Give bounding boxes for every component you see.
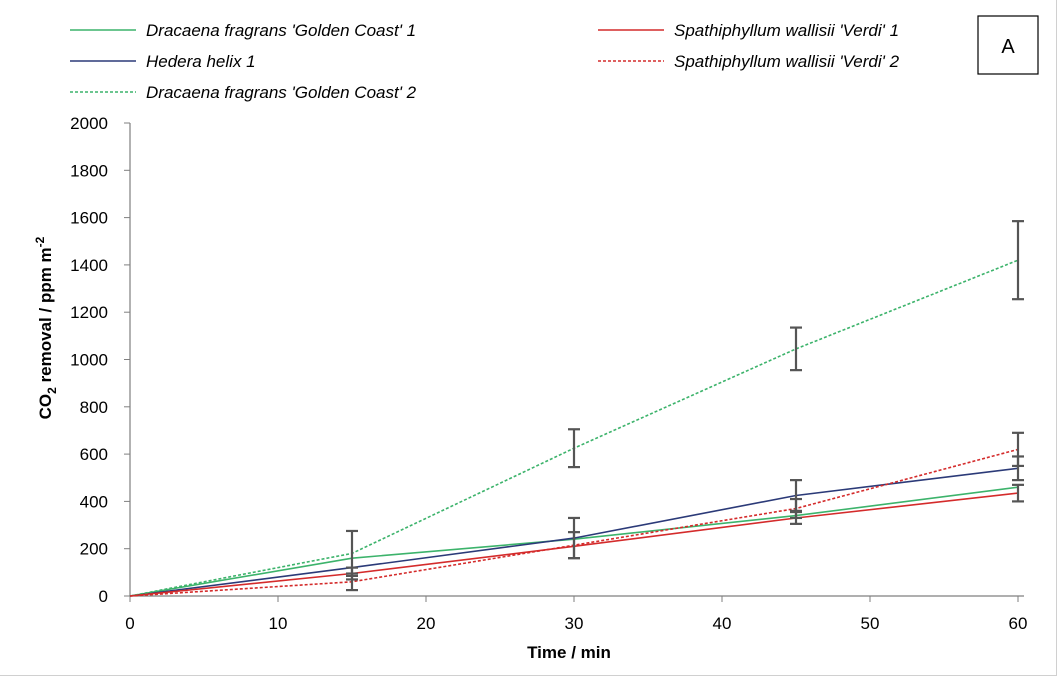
y-tick-label: 0: [99, 587, 108, 606]
panel-label-box: A: [977, 15, 1039, 75]
legend-label: Dracaena fragrans 'Golden Coast' 2: [146, 83, 417, 102]
y-tick-label: 800: [80, 398, 108, 417]
axes: 0 200 400 600 800 1000 1200 1400 1600 1800 2000 0 10…: [70, 114, 1027, 633]
x-tick-label: 60: [1009, 614, 1028, 633]
panel-label: A: [1001, 36, 1015, 58]
x-tick-label: 30: [565, 614, 584, 633]
y-axis-title-main: CO: [36, 394, 55, 420]
legend-label: Spathiphyllum wallisii 'Verdi' 2: [674, 52, 900, 71]
y-tick-label: 1800: [70, 161, 108, 180]
y-axis-title-rest: removal / ppm m: [36, 247, 55, 387]
error-bars: [346, 220, 1024, 592]
legend-label: Spathiphyllum wallisii 'Verdi' 1: [674, 21, 899, 40]
x-tick-label: 40: [713, 614, 732, 633]
y-tick-label: 200: [80, 540, 108, 559]
y-tick-label: 1000: [70, 351, 108, 370]
y-tick-label: 600: [80, 445, 108, 464]
y-tick-label: 400: [80, 492, 108, 511]
x-tick-label: 20: [417, 614, 436, 633]
y-tick-label: 1400: [70, 256, 108, 275]
x-tick-label: 10: [269, 614, 288, 633]
y-axis-title-sub: 2: [45, 387, 59, 394]
y-axis-title: CO2 removal / ppm m-2: [33, 236, 59, 419]
y-tick-label: 2000: [70, 114, 108, 133]
legend-label: Hedera helix 1: [146, 52, 256, 71]
y-axis-title-sup: -2: [33, 236, 47, 247]
legend-label: Dracaena fragrans 'Golden Coast' 1: [146, 21, 416, 40]
x-tick-label: 50: [861, 614, 880, 633]
y-tick-label: 1600: [70, 209, 108, 228]
legend: Dracaena fragrans 'Golden Coast' 1 Hedera…: [70, 21, 900, 102]
x-axis-title: Time / min: [527, 643, 611, 662]
y-tick-label: 1200: [70, 303, 108, 322]
x-tick-label: 0: [125, 614, 134, 633]
